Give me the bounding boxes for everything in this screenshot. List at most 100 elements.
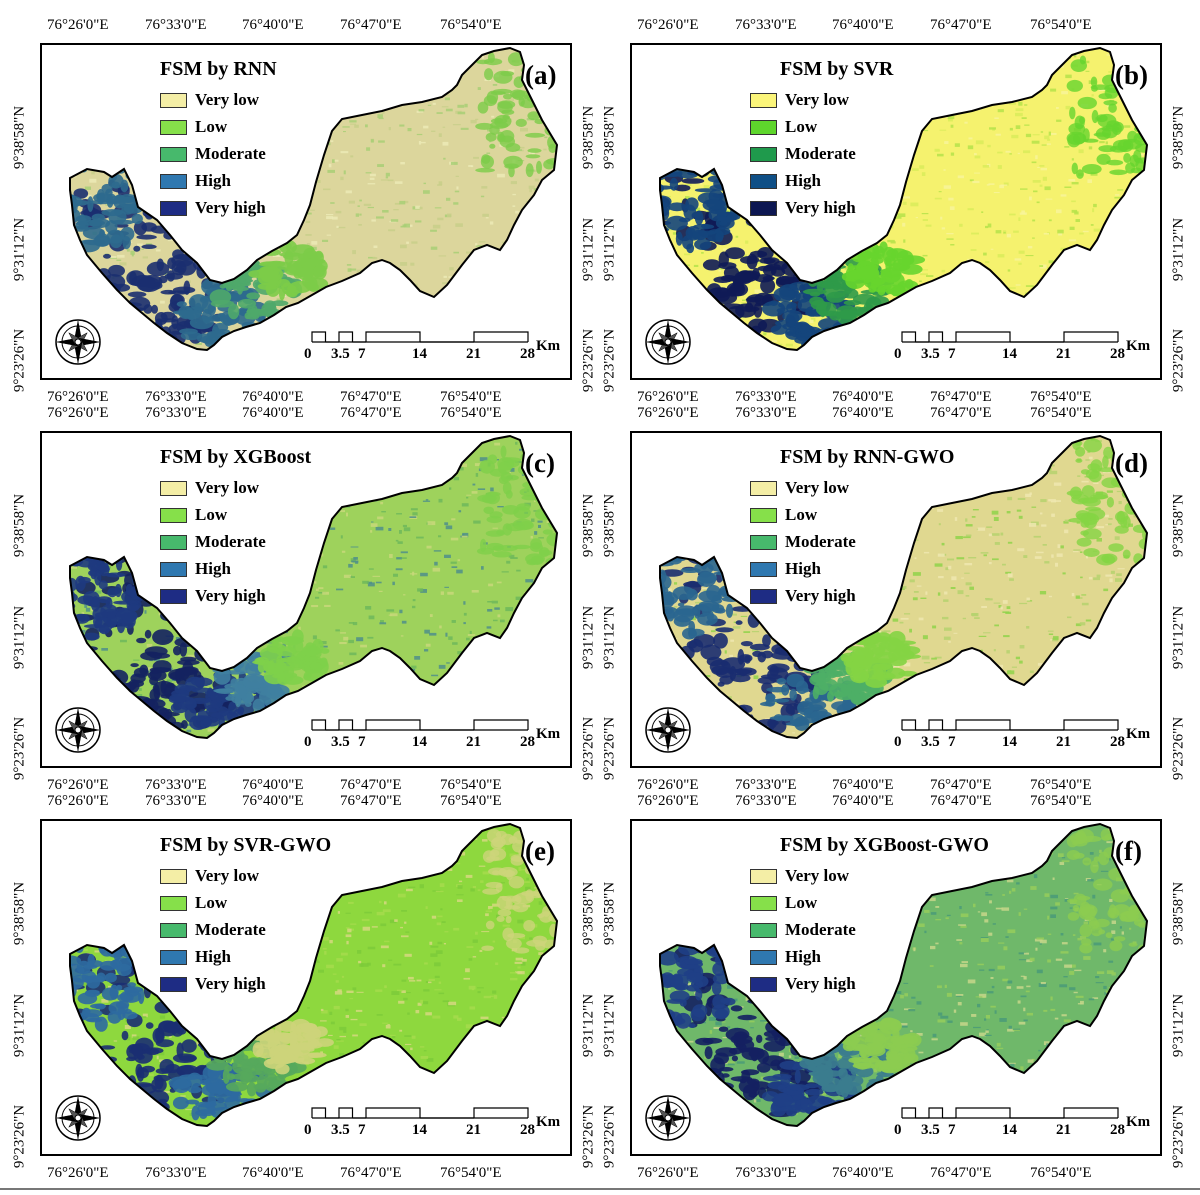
scale-tick-label: 3.5 (331, 1122, 350, 1138)
legend-label: Low (195, 117, 228, 136)
legend-item: Moderate (750, 144, 856, 164)
longitude-label: 76°47'0"E (340, 777, 402, 793)
legend-swatch (750, 200, 777, 216)
legend-label: Very low (785, 90, 850, 109)
legend-swatch (160, 480, 187, 496)
longitude-label: 76°47'0"E (930, 1165, 992, 1181)
legend-item: Very high (750, 586, 856, 606)
legend-label: Very low (785, 866, 850, 885)
longitude-label: 76°54'0"E (1030, 1165, 1092, 1181)
scale-tick-label: 7 (358, 1122, 366, 1138)
longitude-label: 76°54'0"E (440, 389, 502, 405)
legend-item: Very high (750, 974, 856, 994)
map-panel: 76°26'0"E 76°26'0"E 76°33'0"E 76°33'0"E 76°4… (0, 0, 600, 405)
scale-unit: Km (536, 726, 561, 742)
scale-tick-label: 21 (1056, 346, 1071, 362)
legend-item: Moderate (160, 920, 266, 940)
map-frame: 0 3.5 7 14 21 28 Km FSM by RNN-GWO (d) Very low Lo… (630, 431, 1162, 768)
longitude-label: 76°26'0"E (47, 777, 109, 793)
longitude-label: 76°54'0"E (440, 17, 502, 33)
scale-tick-label: 14 (1002, 734, 1017, 750)
map-panel: 76°26'0"E 76°26'0"E 76°33'0"E 76°33'0"E 76°4… (590, 776, 1190, 1181)
legend-item: Moderate (160, 532, 266, 552)
legend-label: Very low (195, 866, 260, 885)
legend-swatch (750, 588, 777, 604)
map-title: FSM by SVR (780, 58, 894, 80)
scale-tick-label: 21 (466, 734, 481, 750)
legend-item: High (160, 559, 231, 579)
latitude-label: 9°31'12"N (1170, 993, 1187, 1058)
longitude-label: 76°26'0"E (47, 17, 109, 33)
longitude-label: 76°40'0"E (242, 793, 304, 809)
scale-unit: Km (1126, 1114, 1151, 1130)
legend-label: Very high (195, 198, 266, 217)
longitude-label: 76°26'0"E (47, 405, 109, 421)
map-title: FSM by XGBoost (160, 446, 312, 468)
longitude-label: 76°54'0"E (440, 777, 502, 793)
legend-label: Very low (195, 478, 260, 497)
map-frame: 0 3.5 7 14 21 28 Km FSM by RNN (a) Very low Low Mod… (40, 43, 572, 380)
longitude-label: 76°33'0"E (735, 793, 797, 809)
legend-label: Very high (195, 974, 266, 993)
map-frame: 0 3.5 7 14 21 28 Km FSM by SVR (b) Very low Low Mod… (630, 43, 1162, 380)
latitude-label: 9°31'12"N (11, 217, 28, 282)
longitude-label: 76°54'0"E (440, 1165, 502, 1181)
scale-tick-label: 14 (1002, 1122, 1017, 1138)
scale-unit: Km (1126, 726, 1151, 742)
longitude-label: 76°26'0"E (637, 17, 699, 33)
basin-map (55, 46, 559, 365)
legend-label: Very high (785, 586, 856, 605)
map-panel: 76°26'0"E 76°26'0"E 76°33'0"E 76°33'0"E 76°4… (590, 0, 1190, 405)
scale-bar (901, 331, 1119, 343)
longitude-label: 76°47'0"E (930, 793, 992, 809)
basin-map (645, 434, 1149, 753)
legend-label: Low (195, 505, 228, 524)
legend-swatch (160, 92, 187, 108)
latitude-label: 9°31'12"N (11, 605, 28, 670)
scale-tick-label: 0 (304, 734, 312, 750)
legend-item: Very high (160, 974, 266, 994)
map-frame: 0 3.5 7 14 21 28 Km FSM by XGBoost-GWO (f) Very l… (630, 819, 1162, 1156)
longitude-label: 76°26'0"E (637, 1165, 699, 1181)
basin-map (55, 434, 559, 753)
legend-swatch (160, 200, 187, 216)
compass-rose-icon (645, 1095, 691, 1141)
map-title: FSM by XGBoost-GWO (780, 834, 989, 856)
legend-item: Very low (160, 478, 259, 498)
longitude-label: 76°47'0"E (340, 389, 402, 405)
scale-unit: Km (536, 338, 561, 354)
legend-swatch (750, 92, 777, 108)
map-panel: 76°26'0"E 76°26'0"E 76°33'0"E 76°33'0"E 76°4… (0, 776, 600, 1181)
legend-swatch (160, 922, 187, 938)
legend-swatch (750, 507, 777, 523)
longitude-label: 76°47'0"E (930, 777, 992, 793)
scale-bar (311, 1107, 529, 1119)
panel-letter: (b) (1115, 60, 1148, 90)
legend-item: Moderate (750, 532, 856, 552)
legend-label: Low (785, 893, 818, 912)
longitude-label: 76°47'0"E (930, 389, 992, 405)
longitude-label: 76°40'0"E (242, 17, 304, 33)
legend-label: Moderate (785, 532, 856, 551)
panel-letter: (d) (1115, 448, 1148, 478)
scale-tick-label: 3.5 (921, 1122, 940, 1138)
scale-tick-label: 21 (1056, 1122, 1071, 1138)
latitude-label: 9°23'26"N (1170, 1104, 1187, 1169)
longitude-label: 76°33'0"E (145, 1165, 207, 1181)
longitude-label: 76°47'0"E (340, 17, 402, 33)
longitude-label: 76°47'0"E (340, 405, 402, 421)
scale-tick-label: 7 (358, 734, 366, 750)
legend-item: High (750, 947, 821, 967)
longitude-label: 76°40'0"E (832, 405, 894, 421)
longitude-label: 76°26'0"E (637, 389, 699, 405)
legend-label: Low (195, 893, 228, 912)
scale-tick-label: 14 (412, 346, 427, 362)
longitude-label: 76°40'0"E (832, 777, 894, 793)
longitude-label: 76°47'0"E (340, 793, 402, 809)
latitude-label: 9°31'12"N (601, 993, 618, 1058)
longitude-label: 76°54'0"E (1030, 777, 1092, 793)
longitude-label: 76°26'0"E (47, 389, 109, 405)
basin-map (645, 46, 1149, 365)
legend-item: Very low (750, 866, 849, 886)
legend-label: Very high (195, 586, 266, 605)
